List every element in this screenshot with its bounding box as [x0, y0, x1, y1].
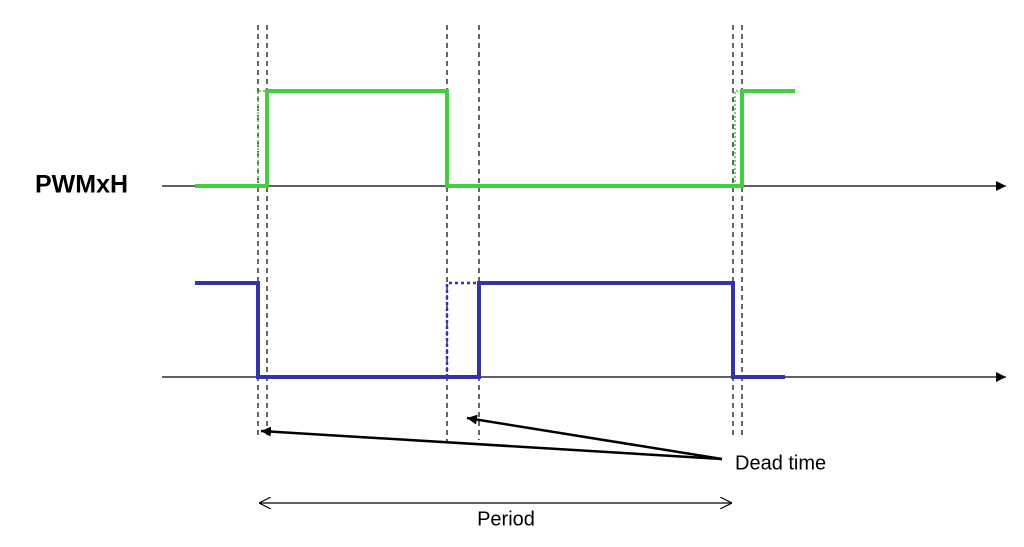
signal-label: PWMxH	[35, 171, 128, 199]
pwm-low-waveform	[195, 281, 785, 379]
pwm-low-ideal	[445, 281, 479, 377]
pwm-high-waveform	[195, 89, 795, 188]
dead-time-arrow	[260, 426, 723, 461]
dead-time-guides	[257, 25, 743, 442]
dead-time-label: Dead time	[735, 452, 826, 474]
dead-time-arrow	[466, 414, 723, 461]
pwm-high-ideal	[257, 90, 742, 186]
period-label: Period	[477, 508, 535, 530]
